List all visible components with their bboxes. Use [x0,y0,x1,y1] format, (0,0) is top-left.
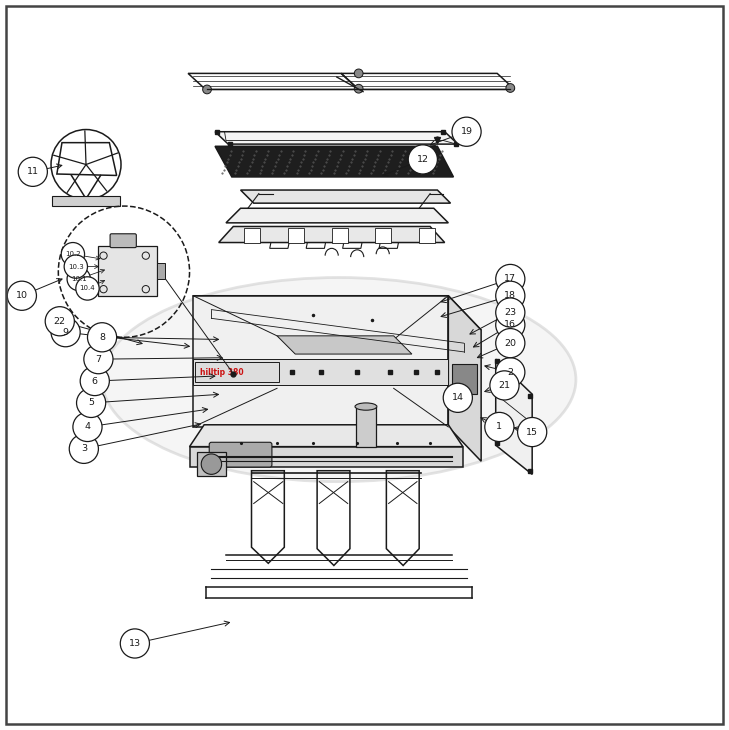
Text: 23: 23 [504,308,516,317]
Circle shape [496,298,525,327]
Text: 2: 2 [507,368,513,377]
Polygon shape [215,131,458,144]
Text: 14: 14 [452,393,464,402]
Circle shape [496,281,525,310]
Polygon shape [190,425,463,447]
FancyBboxPatch shape [452,364,477,394]
Circle shape [354,85,363,93]
Text: 21: 21 [499,381,510,390]
FancyBboxPatch shape [209,442,272,467]
Circle shape [45,307,74,336]
Polygon shape [448,296,481,461]
Text: 13: 13 [129,639,141,648]
Polygon shape [193,359,448,385]
Polygon shape [332,228,348,242]
Polygon shape [193,296,448,427]
FancyBboxPatch shape [195,362,279,383]
Polygon shape [241,190,451,203]
Text: 5: 5 [88,399,94,407]
Ellipse shape [102,277,576,482]
Circle shape [496,358,525,387]
Text: 22: 22 [54,317,66,326]
Text: 3: 3 [81,445,87,453]
FancyBboxPatch shape [157,263,165,279]
Polygon shape [193,296,481,330]
Circle shape [496,328,525,358]
Text: 11: 11 [27,167,39,177]
Circle shape [87,323,117,352]
Circle shape [452,117,481,146]
Text: 15: 15 [526,428,538,437]
Circle shape [354,69,363,78]
Text: 16: 16 [504,320,516,329]
Text: 10: 10 [16,291,28,300]
Polygon shape [190,447,463,467]
Polygon shape [226,208,448,223]
Text: 10.1: 10.1 [71,276,87,282]
Circle shape [120,629,149,658]
Polygon shape [244,228,260,242]
Circle shape [201,454,222,474]
Text: 6: 6 [92,377,98,385]
Text: 10.4: 10.4 [79,285,95,291]
Circle shape [408,145,437,174]
Circle shape [77,388,106,418]
Polygon shape [219,226,445,242]
Text: 18: 18 [504,291,516,300]
Polygon shape [375,228,391,242]
Text: 17: 17 [504,274,516,283]
Text: 20: 20 [504,339,516,347]
Text: 1: 1 [496,423,502,431]
Polygon shape [288,228,304,242]
Circle shape [73,412,102,442]
Text: 4: 4 [85,423,90,431]
Text: 19: 19 [461,127,472,137]
FancyBboxPatch shape [356,407,376,447]
Polygon shape [419,228,435,242]
Polygon shape [52,196,120,206]
Text: 8: 8 [99,333,105,342]
Circle shape [18,157,47,186]
Circle shape [80,366,109,396]
Circle shape [496,264,525,293]
Text: 12: 12 [417,155,429,164]
Polygon shape [215,146,453,177]
Text: 10.3: 10.3 [68,264,84,269]
Circle shape [51,318,80,347]
Text: SPECIALISTS: SPECIALISTS [275,384,403,402]
Polygon shape [197,453,226,476]
Circle shape [485,412,514,442]
Polygon shape [277,336,412,354]
Circle shape [76,277,99,300]
Circle shape [61,242,85,266]
FancyBboxPatch shape [110,234,136,247]
Circle shape [203,85,211,94]
Polygon shape [496,359,532,474]
Circle shape [518,418,547,447]
Text: 9: 9 [63,328,69,337]
Circle shape [84,345,113,374]
Circle shape [64,255,87,278]
Circle shape [69,434,98,464]
Circle shape [490,371,519,400]
Text: 10.2: 10.2 [65,251,81,257]
Ellipse shape [355,403,377,410]
Text: 7: 7 [95,355,101,364]
Circle shape [67,267,90,291]
Circle shape [506,84,515,93]
Circle shape [7,281,36,310]
FancyBboxPatch shape [98,246,157,296]
Text: hilltip 380: hilltip 380 [200,368,244,377]
Circle shape [496,310,525,339]
Circle shape [443,383,472,412]
Text: EQUIPMENT: EQUIPMENT [279,358,399,375]
